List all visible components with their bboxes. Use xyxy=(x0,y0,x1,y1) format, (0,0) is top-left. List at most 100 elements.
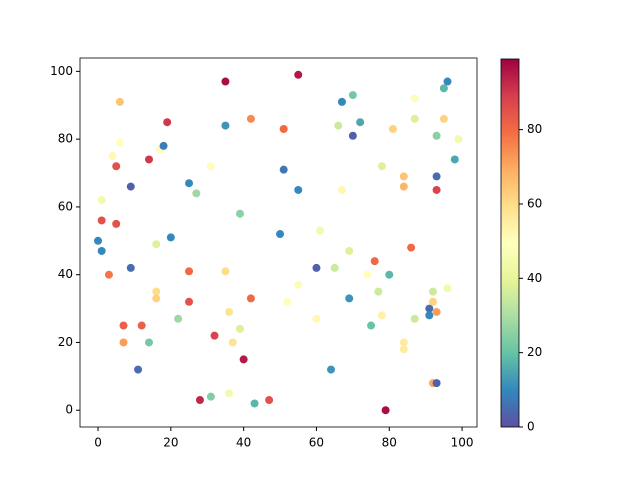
colorbar-tick-label: 0 xyxy=(527,420,535,434)
point xyxy=(144,338,153,347)
x-tick-label: 100 xyxy=(451,436,474,450)
point xyxy=(334,121,343,130)
point xyxy=(377,311,386,320)
point xyxy=(377,162,386,171)
plot-frame xyxy=(79,57,478,428)
point xyxy=(337,97,346,106)
point xyxy=(152,240,161,249)
point xyxy=(228,338,237,347)
point xyxy=(399,338,408,347)
point xyxy=(370,257,379,266)
point xyxy=(265,396,274,405)
y-tick-label: 80 xyxy=(58,132,73,146)
point xyxy=(294,70,303,79)
point xyxy=(221,121,230,130)
point xyxy=(152,287,161,296)
point xyxy=(108,152,117,161)
point xyxy=(152,294,161,303)
point xyxy=(432,131,441,140)
point xyxy=(399,172,408,181)
x-tick-label: 80 xyxy=(382,436,397,450)
x-tick-label: 60 xyxy=(309,436,324,450)
point xyxy=(104,270,113,279)
x-tick-label: 0 xyxy=(94,436,102,450)
point xyxy=(115,97,124,106)
y-tick-label: 60 xyxy=(58,199,73,213)
point xyxy=(381,406,390,415)
point xyxy=(348,91,357,100)
point xyxy=(236,324,245,333)
point xyxy=(236,209,245,218)
point xyxy=(345,246,354,255)
point xyxy=(97,216,106,225)
point xyxy=(432,379,441,388)
point xyxy=(327,365,336,374)
point xyxy=(126,263,135,272)
point xyxy=(294,280,303,289)
point xyxy=(356,118,365,127)
point xyxy=(112,219,121,228)
point xyxy=(225,307,234,316)
point xyxy=(126,182,135,191)
point xyxy=(112,162,121,171)
colorbar-tick-label: 60 xyxy=(527,196,542,210)
point xyxy=(174,314,183,323)
point xyxy=(195,396,204,405)
point xyxy=(385,270,394,279)
x-tick-label: 20 xyxy=(163,436,178,450)
point xyxy=(345,294,354,303)
point xyxy=(337,185,346,194)
point xyxy=(388,124,397,133)
point xyxy=(250,399,259,408)
point xyxy=(312,263,321,272)
point xyxy=(432,307,441,316)
point xyxy=(450,155,459,164)
point xyxy=(185,179,194,188)
point xyxy=(348,131,357,140)
y-tick-label: 40 xyxy=(58,267,73,281)
point xyxy=(316,226,325,235)
point xyxy=(432,185,441,194)
colorbar xyxy=(500,58,520,428)
point xyxy=(399,182,408,191)
point xyxy=(283,297,292,306)
point xyxy=(137,321,146,330)
point xyxy=(399,345,408,354)
point xyxy=(279,165,288,174)
point xyxy=(425,311,434,320)
colorbar-tick-label: 80 xyxy=(527,122,542,136)
point xyxy=(428,287,437,296)
point xyxy=(363,270,372,279)
point xyxy=(206,392,215,401)
point xyxy=(159,141,168,150)
point xyxy=(115,138,124,147)
point xyxy=(330,263,339,272)
point xyxy=(119,338,128,347)
point xyxy=(443,77,452,86)
point xyxy=(246,294,255,303)
point xyxy=(134,365,143,374)
point xyxy=(225,389,234,398)
x-tick-label: 40 xyxy=(236,436,251,450)
point xyxy=(410,314,419,323)
point xyxy=(144,155,153,164)
point xyxy=(312,314,321,323)
point xyxy=(439,84,448,93)
point xyxy=(206,162,215,171)
point xyxy=(439,114,448,123)
point xyxy=(97,196,106,205)
point xyxy=(185,267,194,276)
point xyxy=(410,114,419,123)
point xyxy=(246,114,255,123)
y-tick-label: 20 xyxy=(58,335,73,349)
point xyxy=(425,304,434,313)
point xyxy=(185,297,194,306)
point xyxy=(119,321,128,330)
point xyxy=(221,267,230,276)
point xyxy=(454,135,463,144)
point xyxy=(432,172,441,181)
colorbar-tick-label: 20 xyxy=(527,345,542,359)
point xyxy=(192,189,201,198)
point xyxy=(210,331,219,340)
